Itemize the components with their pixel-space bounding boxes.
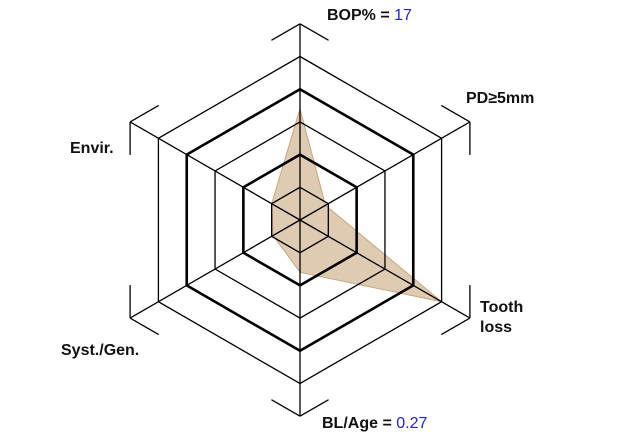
axis-label-bl-age: BL/Age = 0.27 — [322, 414, 427, 434]
bop-label: BOP% — [327, 7, 376, 24]
axis-label-tooth-loss: Tooth loss — [480, 298, 523, 338]
axis-arrowhead-4-0 — [129, 317, 159, 336]
axis-label-bop: BOP% = 17 — [327, 6, 412, 26]
axis-arrowhead-5-1 — [129, 104, 159, 123]
bl-age-value: 0.27 — [396, 415, 428, 432]
axis-line-2 — [299, 219, 471, 319]
axis-label-envir: Envir. — [70, 140, 114, 157]
axis-arrowhead-2-1 — [441, 317, 471, 336]
axis-label-syst-gen: Syst./Gen. — [61, 342, 140, 359]
axis-arrowhead-3-1 — [271, 399, 301, 417]
bl-age-label: BL/Age — [322, 415, 378, 432]
axis-arrowhead-0-0 — [271, 23, 301, 41]
tooth-loss-line1: Tooth — [480, 299, 524, 316]
axis-line-1 — [299, 121, 471, 221]
tooth-loss-line2: loss — [480, 319, 513, 336]
bop-equals: = — [380, 7, 390, 24]
bop-value: 17 — [394, 7, 412, 24]
bl-age-equals: = — [382, 415, 392, 432]
axis-arrowhead-0-1 — [299, 23, 329, 41]
axis-line-5 — [129, 121, 301, 221]
axis-line-4 — [129, 219, 301, 319]
axis-label-pd: PD≥5mm — [466, 90, 535, 107]
axis-arrowhead-1-0 — [441, 104, 471, 123]
axis-arrowhead-3-0 — [299, 399, 329, 417]
